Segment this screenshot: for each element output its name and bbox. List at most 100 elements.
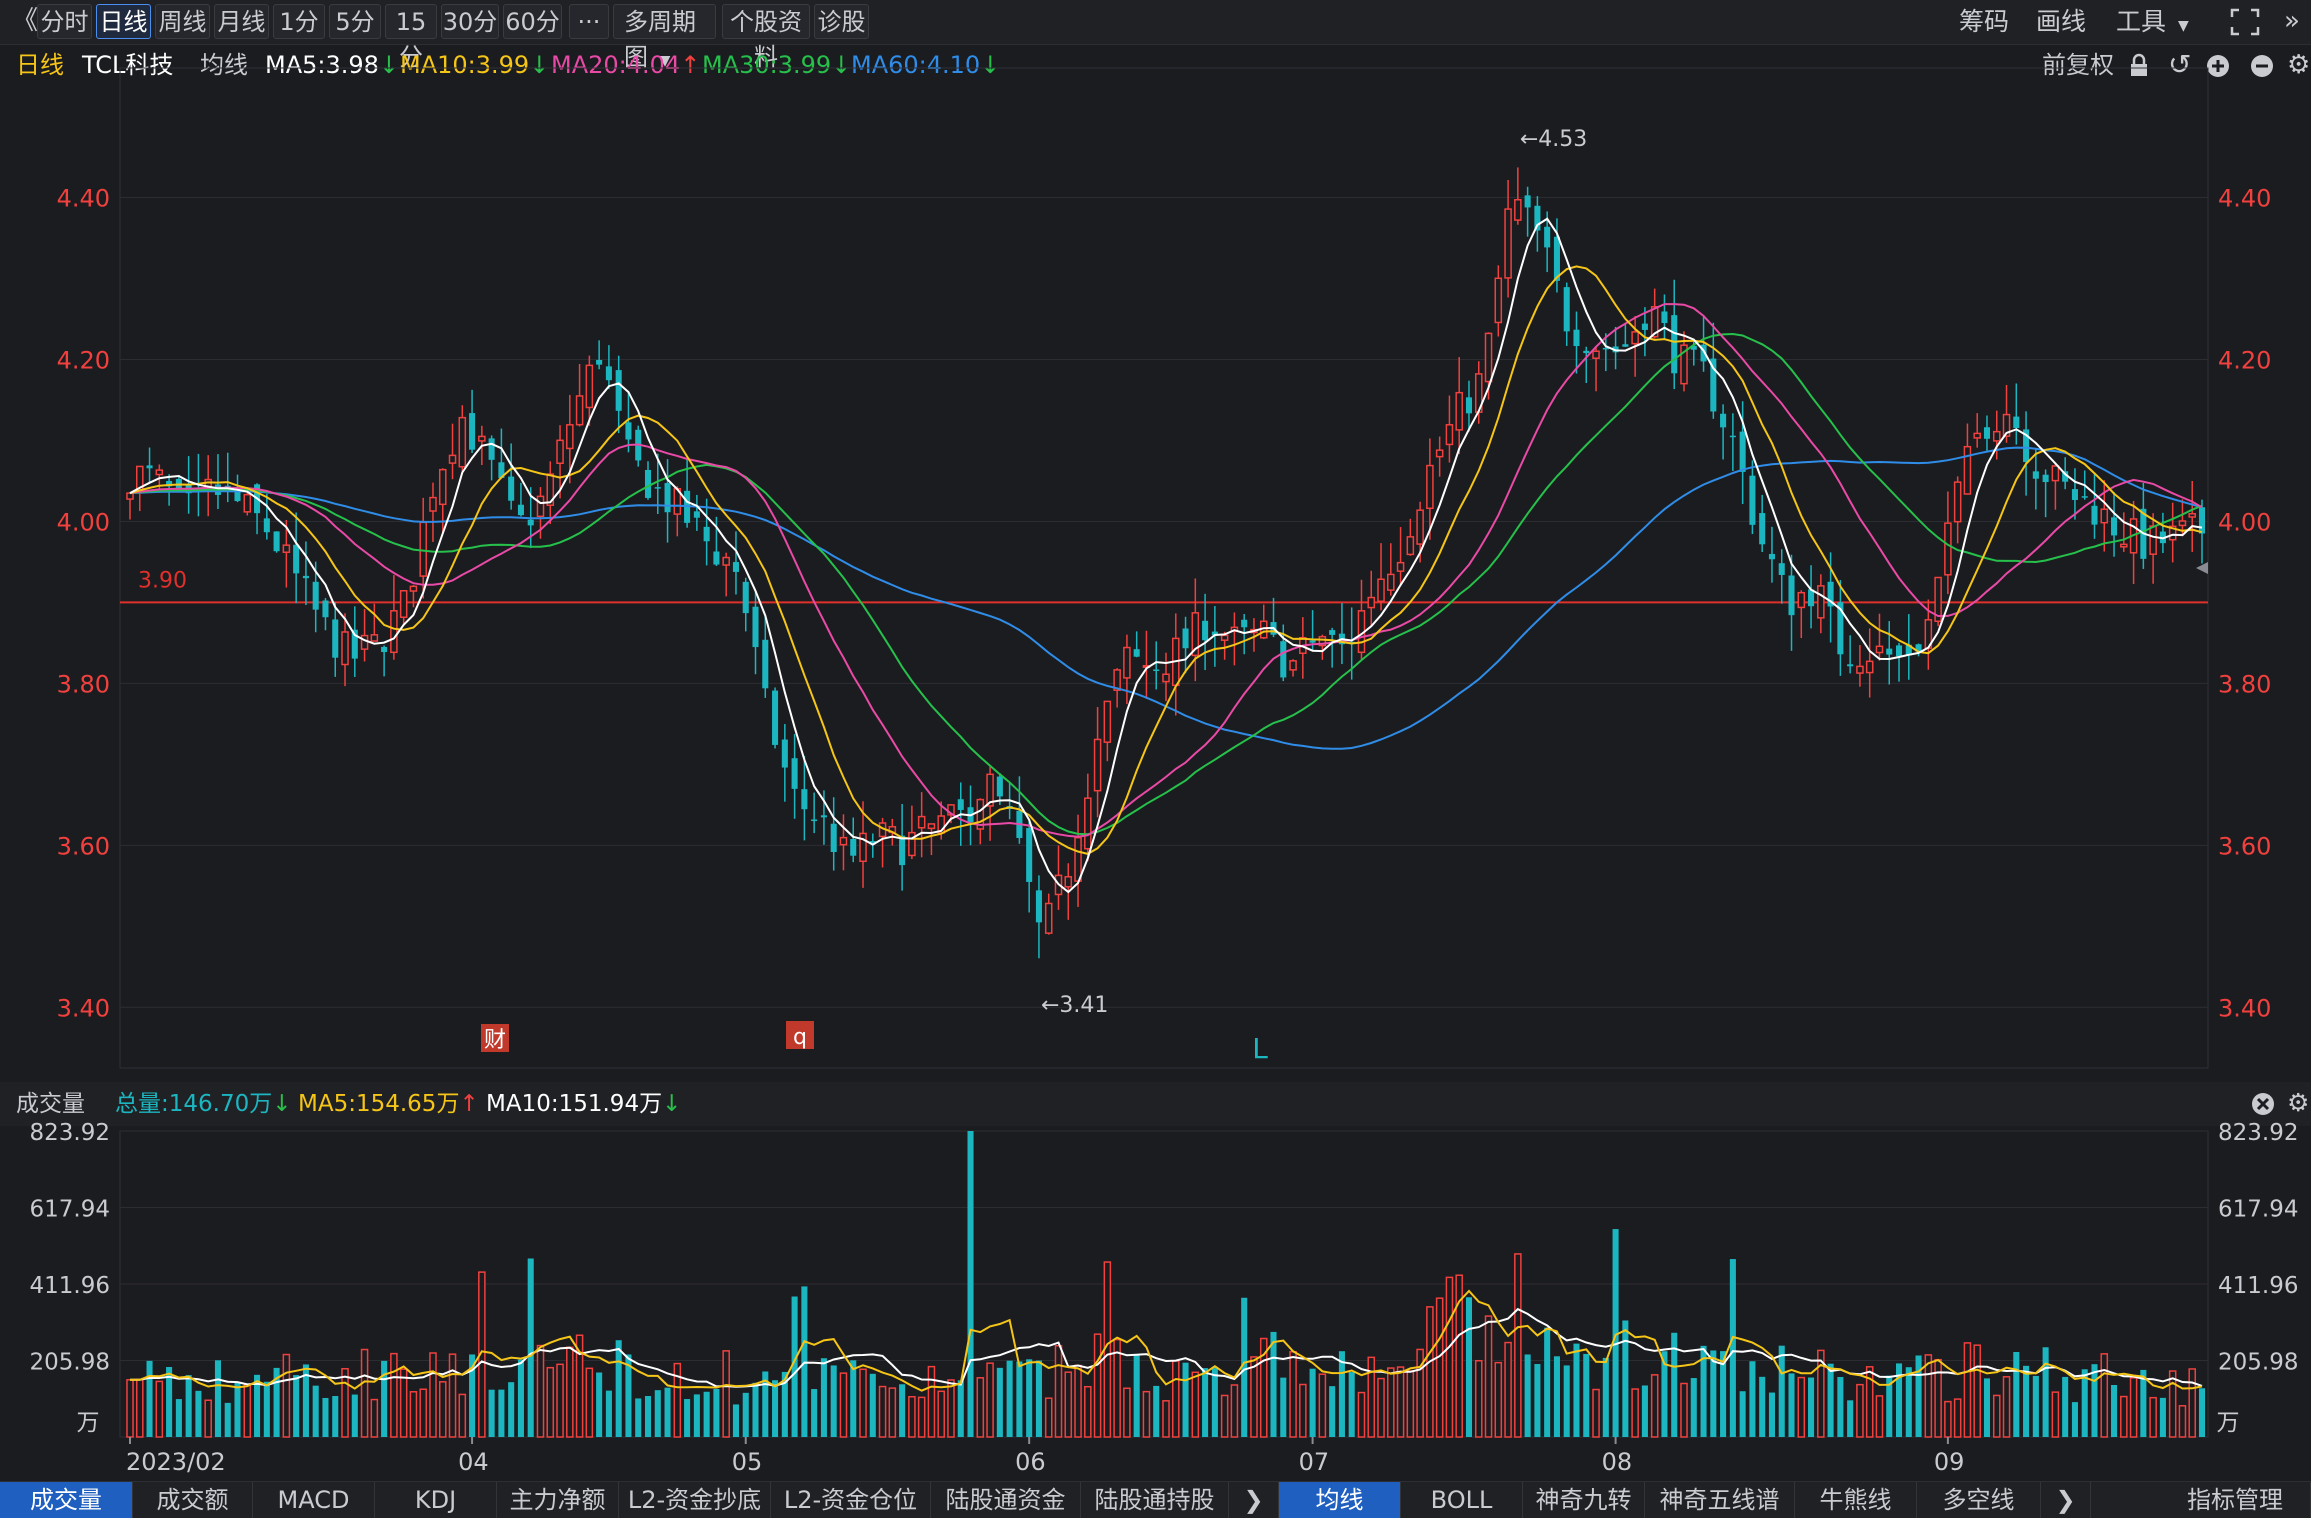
candle-body — [1241, 619, 1248, 628]
tab-volume[interactable]: 成交量 — [0, 1482, 133, 1518]
tab-l2-bottom[interactable]: L2-资金抄底 — [619, 1482, 771, 1518]
settings-gear-icon[interactable]: ⚙ — [2287, 50, 2311, 80]
volume-bar — [1064, 1371, 1073, 1438]
stock-name: TCL科技 — [82, 51, 174, 79]
candle-body — [1103, 700, 1112, 743]
volume-bar — [498, 1389, 505, 1437]
indicator-manage-button[interactable]: 指标管理 — [2160, 1482, 2311, 1518]
tab-magic-nine[interactable]: 神奇九转 — [1523, 1482, 1645, 1518]
tab-period-fenshi[interactable]: 分时 — [37, 4, 92, 39]
volume-bar — [635, 1398, 642, 1437]
volume-bar — [1484, 1315, 1493, 1438]
multi-period-dropdown[interactable]: 多周期图 ▼ — [613, 4, 716, 71]
volume-bar — [1006, 1360, 1013, 1437]
tab-boll[interactable]: BOLL — [1401, 1482, 1523, 1518]
tab-magic-five[interactable]: 神奇五线谱 — [1645, 1482, 1795, 1518]
tab-main-net-inflow[interactable]: 主力净额 — [497, 1482, 619, 1518]
candle-body — [1661, 311, 1668, 324]
adjust-mode-label[interactable]: 前复权 — [2042, 51, 2114, 79]
candle-body — [859, 832, 867, 863]
tab-period-1min[interactable]: 1分 — [273, 4, 325, 39]
candle-body — [2023, 429, 2030, 463]
volume-bar — [1074, 1364, 1082, 1438]
volume-tick-right: 205.98 — [2218, 1350, 2298, 1376]
tab-northbound-funds[interactable]: 陆股通资金 — [931, 1482, 1081, 1518]
volume-ma5-line — [130, 1289, 2203, 1392]
volume-bar — [204, 1399, 212, 1438]
zoom-in-icon[interactable] — [2205, 45, 2231, 85]
tools-menu[interactable]: 工具 ▼ — [2116, 4, 2189, 39]
tabs-scroll-right-icon-2[interactable]: ❯ — [2041, 1482, 2091, 1518]
volume-bar — [322, 1397, 329, 1437]
tab-l2-position[interactable]: L2-资金仓位 — [771, 1482, 931, 1518]
expand-right-icon[interactable]: » — [2284, 6, 2300, 36]
volume-settings-gear-icon[interactable]: ⚙ — [2287, 1088, 2310, 1117]
candle-body — [762, 639, 769, 689]
volume-bar — [381, 1360, 388, 1437]
ma-group-label[interactable]: 均线 — [200, 51, 248, 79]
tab-period-monthly[interactable]: 月线 — [214, 4, 269, 39]
collapse-left-icon[interactable]: 《 — [12, 6, 39, 36]
tab-period-60min[interactable]: 60分 — [503, 4, 562, 39]
tab-macd[interactable]: MACD — [253, 1482, 375, 1518]
draw-line-menu[interactable]: 画线 — [2036, 7, 2087, 36]
indicator-tabs: 成交量 成交额 MACD KDJ 主力净额 L2-资金抄底 L2-资金仓位 陆股… — [0, 1481, 2311, 1518]
volume-bar — [1817, 1349, 1825, 1438]
volume-bar — [878, 1385, 887, 1438]
close-volume-icon[interactable] — [2250, 1091, 2276, 1117]
volume-tick-left: 617.94 — [30, 1197, 110, 1223]
more-periods-button[interactable]: ··· — [569, 4, 609, 39]
volume-bar — [908, 1395, 916, 1438]
candle-body — [1856, 665, 1864, 674]
tab-bull-bear[interactable]: 牛熊线 — [1795, 1482, 1917, 1518]
tab-northbound-holdings[interactable]: 陆股通持股 — [1081, 1482, 1229, 1518]
diagnose-button[interactable]: 诊股 — [814, 4, 869, 39]
date-label: 2023/02 — [126, 1448, 226, 1476]
lock-icon[interactable] — [2128, 45, 2150, 85]
candle-body — [596, 359, 603, 365]
candle-body — [399, 590, 408, 618]
volume-bar — [1367, 1356, 1376, 1438]
candle-body — [839, 836, 848, 846]
volume-bar — [839, 1372, 848, 1438]
volume-bar — [1289, 1350, 1297, 1438]
volume-bar — [1563, 1365, 1570, 1437]
price-tick-left: 4.40 — [57, 185, 110, 213]
volume-bar — [1406, 1370, 1415, 1438]
undo-icon[interactable]: ↺ — [2168, 48, 2192, 81]
candle-body — [1983, 427, 1991, 439]
candle-body — [830, 823, 837, 852]
candle-body — [1309, 640, 1316, 643]
candle-body — [1162, 673, 1170, 683]
candle-body — [899, 835, 906, 866]
volume-bar — [370, 1398, 379, 1438]
tab-long-short[interactable]: 多空线 — [1917, 1482, 2041, 1518]
volume-bar — [282, 1353, 291, 1438]
volume-bar — [527, 1258, 534, 1437]
tab-period-30min[interactable]: 30分 — [441, 4, 499, 39]
tab-kdj[interactable]: KDJ — [375, 1482, 497, 1518]
price-axis: 4.40 4.40 4.20 4.20 4.00 4.00 3.80 3.80 3.60 3.60… — [57, 185, 2272, 1023]
candle-body — [341, 631, 349, 666]
tab-period-daily[interactable]: 日线 — [96, 4, 151, 39]
candle-body — [2100, 508, 2109, 524]
volume-bar — [243, 1383, 252, 1438]
tab-period-5min[interactable]: 5分 — [329, 4, 381, 39]
tab-period-weekly[interactable]: 周线 — [155, 4, 210, 39]
current-price-pointer-icon — [2196, 562, 2208, 574]
price-tick-right: 4.40 — [2218, 185, 2271, 213]
stock-info-button[interactable]: 个股资料 — [722, 4, 810, 71]
fullscreen-icon[interactable] — [2230, 8, 2260, 36]
tab-period-15min[interactable]: 15分 — [385, 4, 437, 71]
chips-menu[interactable]: 筹码 — [1959, 7, 2010, 36]
tab-turnover[interactable]: 成交额 — [133, 1482, 253, 1518]
volume-title[interactable]: 成交量 — [16, 1091, 85, 1117]
volume-bar — [596, 1372, 603, 1437]
zoom-out-icon[interactable] — [2249, 45, 2275, 85]
volume-bar — [2032, 1375, 2039, 1437]
volume-bar — [1142, 1390, 1151, 1438]
tabs-scroll-right-icon[interactable]: ❯ — [1229, 1482, 1279, 1518]
candle-body — [2081, 496, 2088, 498]
tab-ma[interactable]: 均线 — [1279, 1482, 1401, 1518]
